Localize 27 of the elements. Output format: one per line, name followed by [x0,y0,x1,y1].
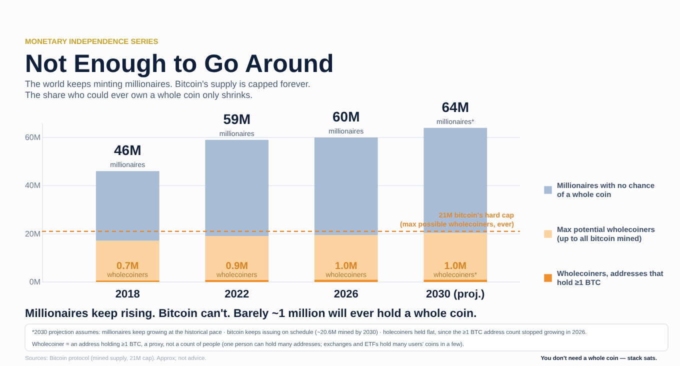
bar [96,171,160,241]
x-tick-label: 2018 [115,288,140,300]
y-tick-label: 40M [24,181,41,190]
total-label: 59M [223,110,250,127]
data-label: 0.9M [226,261,248,272]
bar [205,236,269,280]
chart-title: Not Enough to Go Around [25,50,334,78]
total-label: 60M [332,108,360,124]
bar [424,232,488,280]
text: The world keeps minting millionaires. Bitcoin's supply is capped forever. [25,79,310,89]
data-label: 0.7M [116,261,139,272]
y-tick-label: 60M [24,132,41,142]
total-label: 64M [442,98,469,115]
y-tick-label: 20M [24,229,41,238]
x-tick-label: 2022 [224,288,250,300]
x-tick-label: 2030 (proj.) [426,288,486,300]
bar [205,140,269,236]
y-tick-label: 0M [29,278,41,286]
total-label: 46M [114,142,142,158]
bar [314,137,378,236]
x-tick-label: 2026 [334,288,358,300]
bar [96,240,160,280]
data-label: 1.0M [335,261,358,272]
text: Millionaires keep rising. Bitcoin can't. Barely ~1 million will ever hold a whole coin. [25,308,477,320]
bar [314,235,378,280]
text: The share who could ever own a whole coin only shrinks. [25,90,253,100]
data-label: 1.0M [444,261,466,272]
